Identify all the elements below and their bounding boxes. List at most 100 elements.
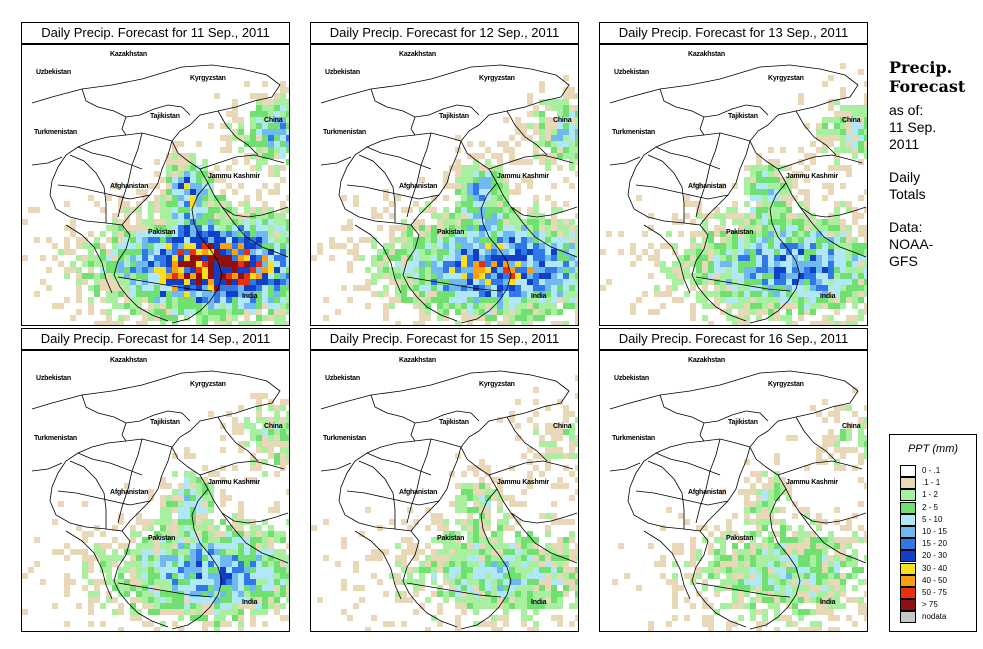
map-label-kyrgyzstan: Kyrgyzstan — [768, 75, 804, 82]
legend-swatch — [900, 587, 916, 599]
map-label-jammu-kashmir: Jammu Kashmir — [208, 173, 260, 180]
map-label-turkmenistan: Turkmenistan — [34, 129, 77, 136]
map-label-china: China — [264, 423, 283, 430]
map-label-china: China — [842, 117, 861, 124]
forecast-panel-2: Daily Precip. Forecast for 12 Sep., 2011… — [310, 22, 579, 326]
legend-entry: 1 - 2 — [900, 489, 972, 502]
map-label-pakistan: Pakistan — [437, 535, 465, 542]
legend-entry: 0 - .1 — [900, 465, 972, 477]
map-label-kazakhstan: Kazakhstan — [399, 357, 436, 364]
precip-map-canvas — [600, 63, 867, 325]
source-line2: NOAA- — [889, 236, 934, 252]
legend-entry: 5 - 10 — [900, 513, 972, 526]
legend-swatch — [900, 550, 916, 563]
map-label-pakistan: Pakistan — [726, 229, 754, 236]
map-label-jammu-kashmir: Jammu Kashmir — [497, 479, 549, 486]
map-label-kyrgyzstan: Kyrgyzstan — [768, 381, 804, 388]
precip-map-canvas — [22, 64, 289, 325]
map-label-afghanistan: Afghanistan — [110, 183, 149, 190]
country-borders — [31, 370, 289, 630]
country-borders — [609, 64, 867, 324]
legend-swatch — [900, 538, 916, 551]
legend-entry: .1 - 1 — [900, 477, 972, 490]
map-label-afghanistan: Afghanistan — [399, 489, 438, 496]
map-label-afghanistan: Afghanistan — [399, 183, 438, 190]
forecast-panel-4: Daily Precip. Forecast for 14 Sep., 2011… — [21, 328, 290, 632]
map-label-jammu-kashmir: Jammu Kashmir — [786, 173, 838, 180]
precip-grid — [311, 75, 578, 325]
panel-title: Daily Precip. Forecast for 15 Sep., 2011 — [310, 328, 579, 350]
map-label-kazakhstan: Kazakhstan — [688, 357, 725, 364]
legend-label: 20 - 30 — [922, 551, 947, 561]
map-label-turkmenistan: Turkmenistan — [612, 435, 655, 442]
map-label-afghanistan: Afghanistan — [688, 489, 727, 496]
country-borders — [609, 370, 867, 630]
panel-title: Daily Precip. Forecast for 14 Sep., 2011 — [21, 328, 290, 350]
legend-label: 15 - 20 — [922, 539, 947, 549]
panel-title: Daily Precip. Forecast for 16 Sep., 2011 — [599, 328, 868, 350]
legend-swatch — [900, 526, 916, 538]
precip-map-canvas — [22, 370, 289, 631]
map-label-uzbekistan: Uzbekistan — [36, 69, 71, 76]
precip-map: Kazakhstan Uzbekistan Kyrgyzstan Tajikistan… — [599, 44, 868, 326]
legend-label: 30 - 40 — [922, 563, 947, 573]
map-label-uzbekistan: Uzbekistan — [36, 375, 71, 382]
legend-label: 10 - 15 — [922, 527, 947, 536]
forecast-info: Precip. Forecast as of: 11 Sep. 2011 Dai… — [889, 58, 983, 270]
precip-grid — [600, 63, 867, 325]
map-label-pakistan: Pakistan — [437, 229, 465, 236]
precip-map: Kazakhstan Uzbekistan Kyrgyzstan Tajikistan… — [310, 44, 579, 326]
map-label-pakistan: Pakistan — [148, 229, 176, 236]
info-title-line2: Forecast — [889, 77, 966, 96]
map-label-kyrgyzstan: Kyrgyzstan — [479, 75, 515, 82]
map-label-kyrgyzstan: Kyrgyzstan — [190, 75, 226, 82]
legend-entry: 40 - 50 — [900, 574, 972, 587]
precip-map: Kazakhstan Uzbekistan Kyrgyzstan Tajikistan… — [599, 350, 868, 632]
legend-entry: > 75 — [900, 599, 972, 612]
panel-title: Daily Precip. Forecast for 12 Sep., 2011 — [310, 22, 579, 44]
map-label-india: India — [242, 293, 258, 300]
panel-title: Daily Precip. Forecast for 11 Sep., 2011 — [21, 22, 290, 44]
map-label-india: India — [531, 293, 547, 300]
precip-map: Kazakhstan Uzbekistan Kyrgyzstan Tajikistan… — [21, 350, 290, 632]
legend-entry: 20 - 30 — [900, 550, 972, 563]
map-label-china: China — [553, 423, 572, 430]
source-line3: GFS — [889, 253, 918, 269]
legend-entry: 2 - 5 — [900, 501, 972, 514]
map-label-uzbekistan: Uzbekistan — [325, 69, 360, 76]
map-label-china: China — [553, 117, 572, 124]
map-label-afghanistan: Afghanistan — [688, 183, 727, 190]
legend-swatch — [900, 501, 916, 514]
map-label-turkmenistan: Turkmenistan — [323, 129, 366, 136]
map-label-china: China — [264, 117, 283, 124]
totals-line2: Totals — [889, 186, 926, 202]
map-label-india: India — [531, 599, 547, 606]
map-label-tajikistan: Tajikistan — [728, 113, 758, 120]
precip-grid — [22, 81, 289, 325]
map-label-tajikistan: Tajikistan — [150, 419, 180, 426]
legend-entry: nodata — [900, 611, 972, 624]
legend-label: nodata — [922, 612, 947, 622]
precip-grid — [311, 375, 578, 631]
map-label-kazakhstan: Kazakhstan — [110, 51, 147, 58]
precip-map: Kazakhstan Uzbekistan Kyrgyzstan Tajikistan… — [310, 350, 579, 632]
precip-grid — [612, 387, 867, 631]
legend-title: PPT (mm) — [907, 443, 959, 455]
legend-label: 40 - 50 — [922, 575, 947, 585]
precip-map-canvas — [609, 370, 867, 631]
map-label-jammu-kashmir: Jammu Kashmir — [786, 479, 838, 486]
legend-label: 5 - 10 — [922, 514, 943, 524]
legend-swatch — [900, 513, 916, 526]
map-label-india: India — [820, 599, 836, 606]
legend-swatch — [900, 611, 916, 624]
map-label-afghanistan: Afghanistan — [110, 489, 149, 496]
map-label-china: China — [842, 423, 861, 430]
precip-map-canvas — [311, 64, 578, 325]
forecast-panel-3: Daily Precip. Forecast for 13 Sep., 2011… — [599, 22, 868, 326]
map-label-tajikistan: Tajikistan — [439, 419, 469, 426]
ppt-legend: PPT (mm) 0 - .1 .1 - 1 1 - 2 2 - 5 5 - 10 10 … — [889, 434, 977, 632]
forecast-panel-1: Daily Precip. Forecast for 11 Sep., 2011… — [21, 22, 290, 326]
map-label-tajikistan: Tajikistan — [439, 113, 469, 120]
legend-label: > 75 — [922, 600, 938, 610]
map-label-tajikistan: Tajikistan — [728, 419, 758, 426]
